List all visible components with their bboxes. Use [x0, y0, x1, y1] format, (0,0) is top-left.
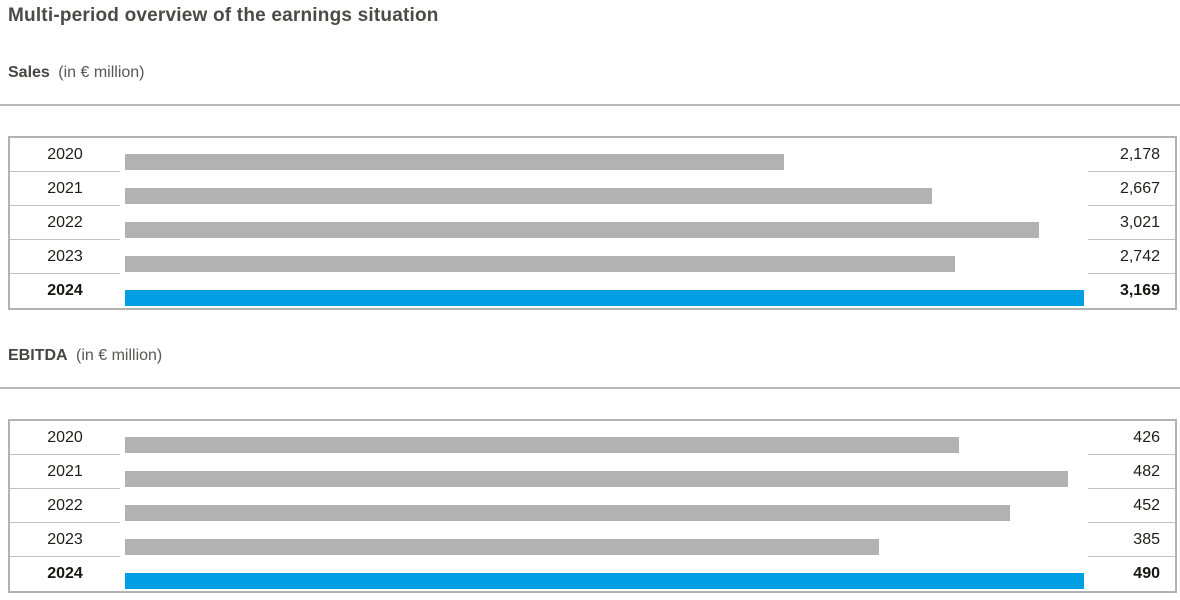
sales-chart-heading: Sales (in € million) [8, 64, 1180, 82]
bar [125, 437, 959, 453]
ebitda-chart-unit: (in € million) [76, 347, 163, 364]
chart-row-2024: 2024 3,169 [10, 274, 1175, 308]
bar-highlight [125, 290, 1084, 306]
bar-track [125, 557, 1084, 591]
year-label: 2024 [47, 282, 83, 299]
value-label: 452 [1088, 489, 1175, 523]
bar-track [125, 421, 1084, 455]
bar-track [125, 240, 1084, 274]
value-label: 2,178 [1088, 138, 1175, 172]
chart-row-2022: 2022 452 [10, 489, 1175, 523]
page-title: Multi-period overview of the earnings si… [8, 5, 439, 26]
year-label: 2023 [10, 523, 120, 557]
value-label: 490 [1133, 565, 1160, 582]
bar [125, 471, 1069, 487]
bar [125, 154, 785, 170]
ebitda-chart-title: EBITDA [8, 347, 68, 364]
value-label: 2,667 [1088, 172, 1175, 206]
bar-highlight [125, 573, 1084, 589]
sales-bar-chart: 2020 2,178 2021 2,667 2022 3,021 2023 2,742 2024… [8, 136, 1177, 310]
chart-row-2022: 2022 3,021 [10, 206, 1175, 240]
bar [125, 539, 879, 555]
chart-row-2021: 2021 2,667 [10, 172, 1175, 206]
bar [125, 505, 1010, 521]
year-label: 2024 [47, 565, 83, 582]
year-label: 2023 [10, 240, 120, 274]
bar-track [125, 523, 1084, 557]
bar-track [125, 489, 1084, 523]
horizontal-rule [0, 104, 1180, 106]
year-label: 2020 [10, 138, 120, 172]
bar [125, 188, 933, 204]
bar-track [125, 206, 1084, 240]
chart-row-2020: 2020 426 [10, 421, 1175, 455]
value-label: 3,169 [1119, 282, 1160, 299]
bar [125, 256, 955, 272]
year-label: 2022 [10, 206, 120, 240]
chart-row-2020: 2020 2,178 [10, 138, 1175, 172]
value-label: 3,021 [1088, 206, 1175, 240]
value-label: 2,742 [1088, 240, 1175, 274]
chart-row-2023: 2023 2,742 [10, 240, 1175, 274]
bar-track [125, 455, 1084, 489]
sales-chart-unit: (in € million) [58, 64, 145, 81]
chart-row-2024: 2024 490 [10, 557, 1175, 591]
ebitda-chart-heading: EBITDA (in € million) [8, 347, 1180, 365]
ebitda-bar-chart: 2020 426 2021 482 2022 452 2023 385 2024 490 [8, 419, 1177, 593]
bar-track [125, 172, 1084, 206]
sales-chart-section: Sales (in € million) 2020 2,178 2021 2,667 2… [0, 64, 1180, 310]
value-label: 482 [1088, 455, 1175, 489]
value-label: 426 [1088, 421, 1175, 455]
ebitda-chart-section: EBITDA (in € million) 2020 426 2021 482 2022… [0, 347, 1180, 593]
sales-chart-title: Sales [8, 64, 50, 81]
horizontal-rule [0, 387, 1180, 389]
chart-row-2023: 2023 385 [10, 523, 1175, 557]
year-label: 2021 [10, 455, 120, 489]
bar [125, 222, 1040, 238]
year-label: 2021 [10, 172, 120, 206]
chart-row-2021: 2021 482 [10, 455, 1175, 489]
year-label: 2020 [10, 421, 120, 455]
bar-track [125, 274, 1084, 308]
value-label: 385 [1088, 523, 1175, 557]
year-label: 2022 [10, 489, 120, 523]
bar-track [125, 138, 1084, 172]
